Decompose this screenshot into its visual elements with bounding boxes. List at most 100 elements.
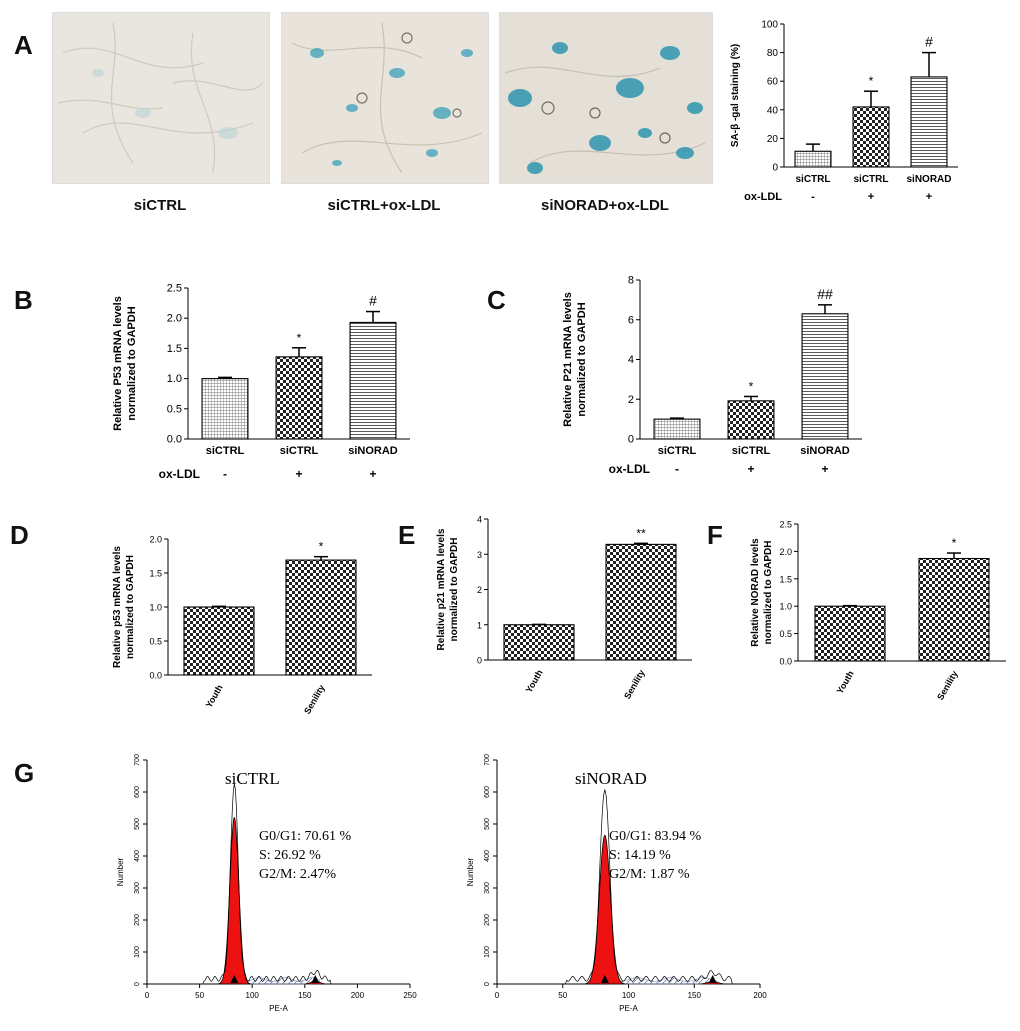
- y-tick-label: 2.0: [779, 547, 792, 557]
- y-axis-label-line: normalized to GAPDH: [576, 302, 588, 416]
- significance-marker: #: [925, 34, 933, 50]
- cell-cycle-stat: G2/M: 1.87 %: [609, 867, 690, 882]
- ox-ldl-label: ox-LDL: [744, 191, 782, 203]
- y-tick-label: 1.0: [149, 603, 162, 613]
- ox-ldl-label: ox-LDL: [609, 462, 650, 476]
- peak-marker-triangle: [600, 975, 609, 983]
- panel-label-g: G: [14, 758, 35, 788]
- y-tick-label: 0: [772, 163, 778, 174]
- significance-marker: *: [749, 379, 754, 393]
- x-tick-label: 250: [403, 991, 417, 1000]
- x-tick-label: Youth: [204, 683, 225, 710]
- bar: [275, 356, 323, 440]
- y-tick-label: 0: [477, 656, 482, 666]
- y-tick-label: 3: [477, 550, 482, 560]
- y-tick-label: 0: [134, 982, 141, 986]
- x-tick-label: siCTRL: [796, 174, 831, 185]
- significance-marker: #: [369, 293, 377, 309]
- significance-marker: *: [952, 536, 957, 550]
- cell-cycle-stat: G0/G1: 83.94 %: [609, 829, 702, 844]
- ox-ldl-value: +: [868, 191, 874, 203]
- x-tick-label: siNORAD: [348, 445, 398, 457]
- y-tick-label: 4: [477, 515, 482, 525]
- y-axis-label: Number: [116, 857, 125, 886]
- bar: [794, 150, 832, 168]
- y-tick-label: 700: [484, 754, 491, 766]
- bar: [801, 313, 849, 440]
- cell-cycle-stat: G0/G1: 70.61 %: [259, 829, 352, 844]
- y-axis-label-line: normalized to GAPDH: [763, 541, 774, 645]
- y-tick-label: 8: [628, 275, 634, 287]
- y-tick-label: 1.5: [149, 569, 162, 579]
- x-tick-label: Youth: [835, 669, 856, 696]
- y-tick-label: 4: [628, 354, 634, 366]
- panel-label-f: F: [707, 520, 723, 550]
- y-axis-label: Relative p21 mRNA levels normalized to GA…: [436, 528, 460, 650]
- peak-marker-triangle: [311, 975, 320, 983]
- y-tick-label: 400: [484, 850, 491, 862]
- x-tick-label: 100: [246, 991, 260, 1000]
- bar: [285, 559, 357, 676]
- bar: [727, 400, 775, 440]
- x-tick-label: siNORAD: [906, 174, 951, 185]
- y-tick-label: 0.0: [149, 671, 162, 681]
- x-tick-label: 150: [688, 991, 702, 1000]
- panel-label-d: D: [10, 520, 29, 550]
- y-tick-label: 0.0: [167, 434, 182, 446]
- y-axis-label: Relative P53 mRNA levels normalized to GA…: [112, 296, 138, 431]
- ox-ldl-value: +: [821, 462, 828, 476]
- x-tick-label: 200: [351, 991, 365, 1000]
- micrograph-label-sictrl: siCTRL: [133, 197, 187, 214]
- bar: [503, 624, 575, 661]
- y-tick-label: 2.5: [167, 283, 182, 295]
- y-tick-label: 100: [134, 946, 141, 958]
- bar: [653, 418, 701, 440]
- bar: [918, 557, 990, 662]
- ox-ldl-value: -: [223, 467, 227, 481]
- x-axis-label: PE-A: [269, 1004, 288, 1013]
- ox-ldl-value: +: [295, 467, 302, 481]
- significance-marker: *: [319, 540, 324, 554]
- x-tick-label: 50: [558, 991, 567, 1000]
- chart-c-p21: 0 2 4 6 8 Relative P21 mRNA levels normalized …: [562, 275, 862, 476]
- panel-label-b: B: [14, 285, 33, 315]
- panel-label-c: C: [487, 285, 506, 315]
- x-tick-label: siCTRL: [854, 174, 889, 185]
- y-axis-label-line: normalized to GAPDH: [126, 306, 138, 420]
- y-tick-label: 300: [484, 882, 491, 894]
- x-tick-label: siCTRL: [658, 445, 697, 457]
- x-tick-label: 0: [495, 991, 500, 1000]
- y-tick-label: 600: [484, 786, 491, 798]
- significance-marker: *: [869, 74, 874, 88]
- raw-histogram-line: [558, 789, 746, 985]
- x-tick-label: 0: [145, 991, 150, 1000]
- x-tick-label: Senility: [622, 668, 647, 701]
- y-tick-label: 60: [767, 77, 779, 88]
- y-tick-label: 0.0: [779, 657, 792, 667]
- x-tick-label: Youth: [524, 668, 545, 695]
- x-tick-label: siCTRL: [206, 445, 245, 457]
- y-tick-label: 100: [761, 20, 778, 31]
- y-axis-label: Relative P21 mRNA levels normalized to GA…: [562, 292, 588, 427]
- x-tick-label: Senility: [935, 669, 960, 702]
- y-tick-label: 0: [484, 982, 491, 986]
- x-tick-label: 150: [298, 991, 312, 1000]
- y-tick-label: 400: [134, 850, 141, 862]
- y-axis-label: SA-β -gal staining (%): [730, 44, 741, 147]
- y-tick-label: 20: [767, 134, 779, 145]
- y-tick-label: 0: [628, 434, 634, 446]
- x-tick-label: siNORAD: [800, 445, 850, 457]
- ox-ldl-value: +: [369, 467, 376, 481]
- chart-a-sa-beta-gal: 0 20 40 60 80 100 SA-β -gal staining (%) siCTRL…: [730, 20, 958, 203]
- y-axis-label-line: Relative P21 mRNA levels: [562, 292, 574, 427]
- y-axis-label: Number: [466, 857, 475, 886]
- y-tick-label: 0.5: [167, 403, 182, 415]
- raw-histogram-line: [197, 783, 342, 985]
- chart-e-p21-age: 0 1 2 3 4 Relative p21 mRNA levels normalized …: [436, 515, 692, 701]
- y-axis-label: Relative NORAD levels normalized to GAPDH: [750, 538, 774, 647]
- y-tick-label: 1.0: [167, 373, 182, 385]
- y-tick-label: 40: [767, 105, 779, 116]
- significance-marker: *: [297, 331, 302, 345]
- ox-ldl-value: +: [926, 191, 932, 203]
- y-axis-label-line: normalized to GAPDH: [449, 538, 460, 642]
